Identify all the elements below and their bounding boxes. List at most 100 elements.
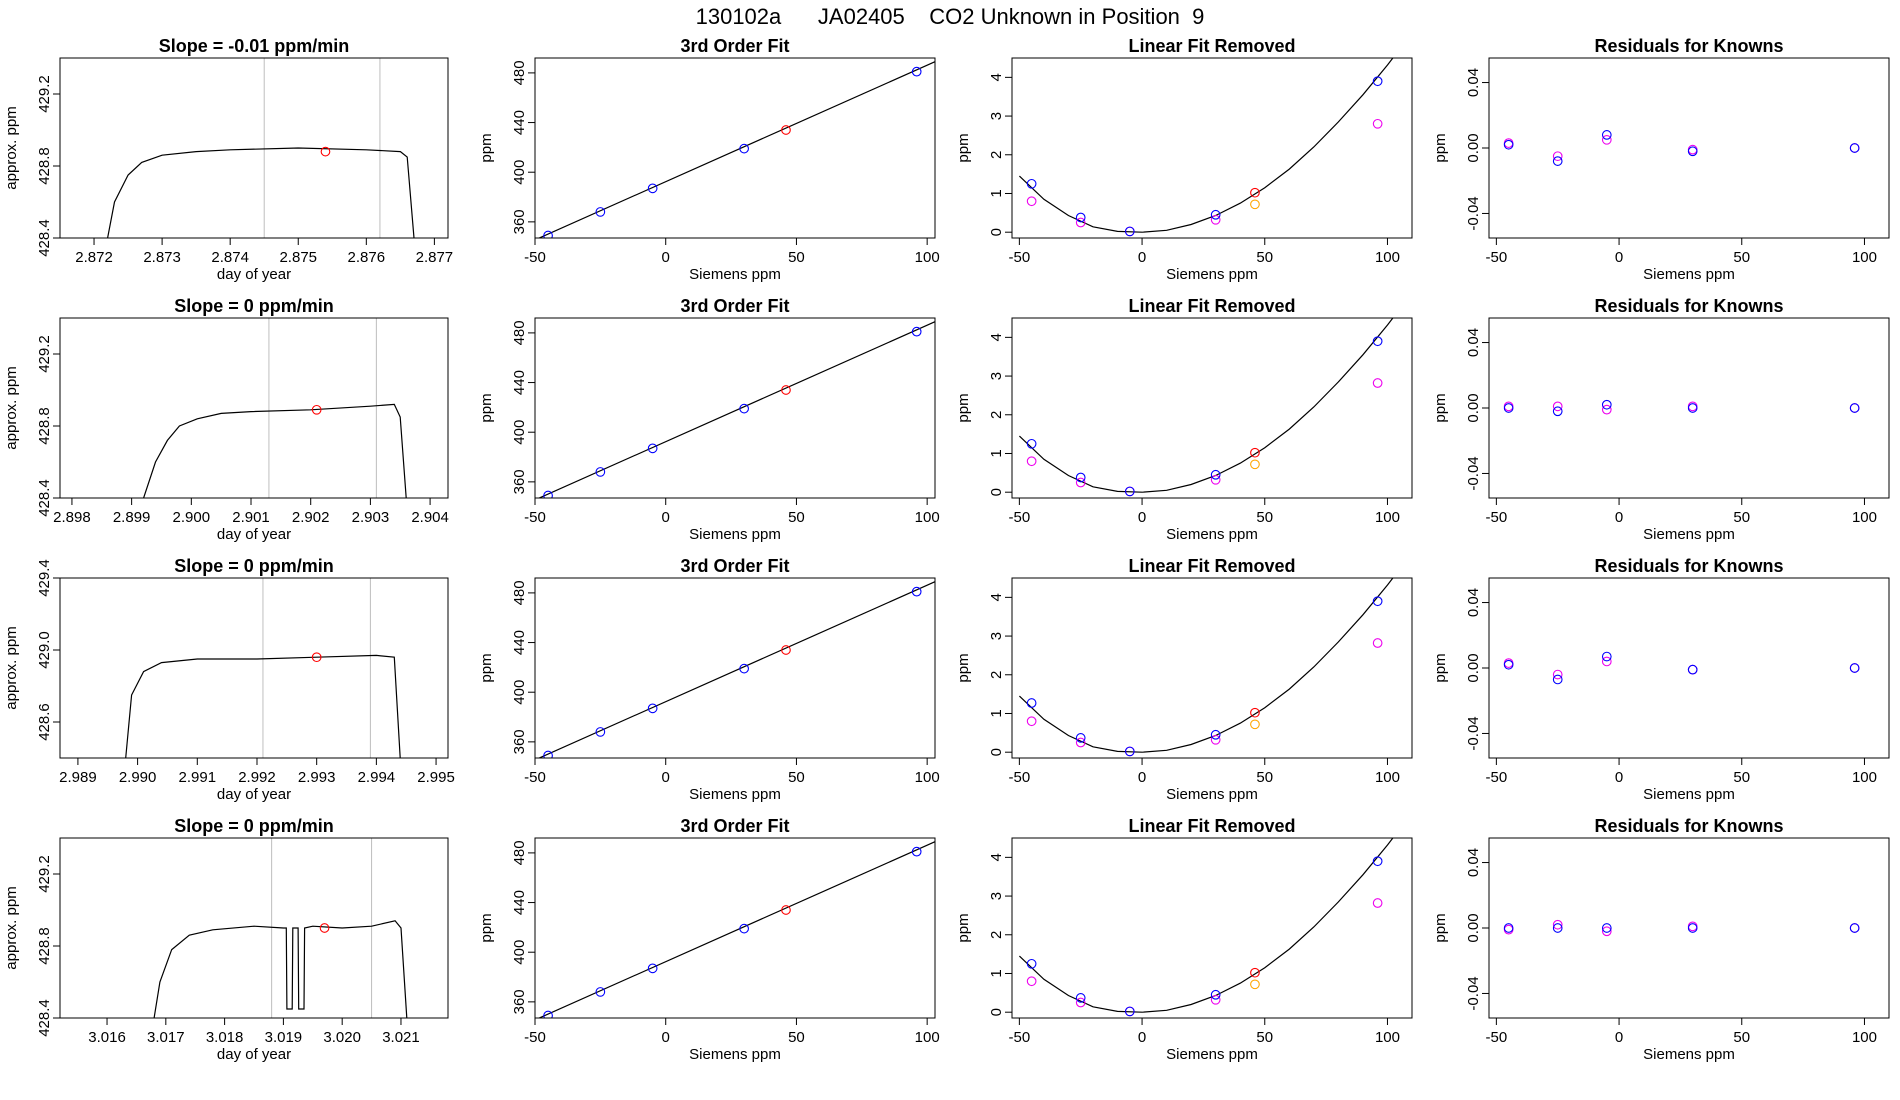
x-tick-label: 100 bbox=[1852, 509, 1877, 526]
x-axis-label: Siemens ppm bbox=[1643, 526, 1735, 543]
y-tick-label: -0.04 bbox=[1465, 976, 1482, 1010]
y-tick-label: 2 bbox=[988, 931, 1005, 939]
y-tick-label: 0.04 bbox=[1465, 68, 1482, 97]
plot-area bbox=[143, 403, 407, 498]
x-tick-label: 0 bbox=[1138, 249, 1146, 266]
x-tick-label: 2.876 bbox=[348, 249, 386, 266]
plot-frame bbox=[1011, 837, 1413, 1019]
point-blue bbox=[739, 403, 750, 414]
y-tick-label: 0.00 bbox=[1465, 913, 1482, 942]
plot-frame bbox=[59, 57, 449, 239]
fit-curve bbox=[1018, 318, 1394, 493]
point-blue bbox=[1372, 76, 1383, 87]
x-tick-label: 50 bbox=[1733, 249, 1750, 266]
y-tick-label: 0 bbox=[988, 748, 1005, 756]
y-tick-label: 360 bbox=[511, 209, 528, 234]
y-tick-label: 0.04 bbox=[1465, 328, 1482, 357]
point-magenta bbox=[1601, 656, 1612, 667]
x-tick-label: 0 bbox=[1615, 1029, 1623, 1046]
y-tick-label: 1 bbox=[988, 709, 1005, 717]
x-tick-label: 2.875 bbox=[279, 249, 317, 266]
x-tick-label: 0 bbox=[662, 509, 670, 526]
panel-title: 3rd Order Fit bbox=[680, 296, 789, 316]
x-axis-label: Siemens ppm bbox=[1643, 786, 1735, 803]
y-tick-label: -0.04 bbox=[1465, 716, 1482, 750]
x-tick-label: 2.877 bbox=[416, 249, 454, 266]
panel-r3c0: Slope = 0 ppm/min 3.016 3.017 3.018 3.019 3.0… bbox=[3, 816, 449, 1063]
y-tick-label: 4 bbox=[988, 593, 1005, 601]
point-blue bbox=[647, 183, 658, 194]
x-tick-label: 100 bbox=[1375, 249, 1400, 266]
x-tick-label: 3.018 bbox=[206, 1029, 244, 1046]
x-tick-label: 2.993 bbox=[298, 769, 336, 786]
y-axis-label: approx. ppm bbox=[3, 106, 20, 189]
point-magenta bbox=[1210, 474, 1221, 485]
x-tick-label: -50 bbox=[1009, 509, 1031, 526]
x-tick-label: 2.899 bbox=[113, 509, 151, 526]
point-magenta bbox=[1552, 401, 1563, 412]
point-magenta bbox=[1026, 976, 1037, 987]
plot-frame bbox=[59, 577, 449, 759]
y-tick-label: 4 bbox=[988, 853, 1005, 861]
panel-r1c2: Linear Fit Removed -50 0 50 100 0 1 2 3 4 Siemens … bbox=[955, 296, 1413, 543]
point-blue bbox=[911, 586, 922, 597]
plot-area bbox=[1018, 838, 1394, 1017]
plot-area bbox=[1018, 578, 1394, 757]
x-tick-label: 0 bbox=[1138, 769, 1146, 786]
point-blue bbox=[595, 727, 606, 737]
point-blue bbox=[1210, 729, 1221, 740]
x-tick-label: 3.020 bbox=[323, 1029, 361, 1046]
x-tick-label: 50 bbox=[1256, 769, 1273, 786]
y-tick-label: 429.0 bbox=[36, 631, 53, 669]
x-tick-label: 50 bbox=[1256, 249, 1273, 266]
panel-title: Residuals for Knowns bbox=[1594, 556, 1783, 576]
panel-r1c3: Residuals for Knowns -50 0 50 100 -0.04 0.00 0.… bbox=[1432, 296, 1890, 543]
y-axis-label: ppm bbox=[1432, 133, 1449, 162]
point-magenta bbox=[1210, 734, 1221, 745]
y-tick-label: 1 bbox=[988, 449, 1005, 457]
x-axis-label: Siemens ppm bbox=[689, 526, 781, 543]
y-axis-label: ppm bbox=[478, 913, 495, 942]
point-blue bbox=[911, 846, 922, 857]
y-tick-label: 0.04 bbox=[1465, 848, 1482, 877]
y-axis-label: approx. ppm bbox=[3, 886, 20, 969]
y-tick-label: 428.8 bbox=[36, 407, 53, 445]
point-red bbox=[781, 645, 791, 655]
fit-line bbox=[537, 321, 935, 498]
y-axis-label: ppm bbox=[478, 653, 495, 682]
x-axis-label: Siemens ppm bbox=[1643, 1046, 1735, 1063]
x-axis-label: Siemens ppm bbox=[689, 786, 781, 803]
panel-r1c0: Slope = 0 ppm/min 2.898 2.899 2.900 2.901 2.9… bbox=[3, 296, 449, 543]
point-blue bbox=[543, 230, 553, 238]
y-axis-label: approx. ppm bbox=[3, 366, 20, 449]
plot-frame bbox=[59, 837, 449, 1019]
panel-title: Slope = 0 ppm/min bbox=[174, 296, 334, 316]
x-tick-label: -50 bbox=[1486, 249, 1508, 266]
point-orange bbox=[1250, 719, 1260, 730]
x-tick-label: 3.021 bbox=[382, 1029, 420, 1046]
point-magenta bbox=[1372, 378, 1383, 388]
plot-area bbox=[537, 841, 935, 1018]
point-blue bbox=[1210, 989, 1221, 1000]
plot-area bbox=[153, 920, 408, 1018]
point-magenta bbox=[1552, 919, 1563, 930]
x-tick-label: 50 bbox=[1256, 509, 1273, 526]
y-axis-label: ppm bbox=[1432, 393, 1449, 422]
point-blue bbox=[595, 987, 606, 997]
panel-r2c3: Residuals for Knowns -50 0 50 100 -0.04 0.00 0.… bbox=[1432, 556, 1890, 803]
panel-r2c1: 3rd Order Fit -50 0 50 100 360 400 440 480 Siemen… bbox=[478, 556, 940, 803]
panel-title: Residuals for Knowns bbox=[1594, 36, 1783, 56]
x-axis-label: Siemens ppm bbox=[689, 1046, 781, 1063]
x-tick-label: -50 bbox=[1009, 769, 1031, 786]
y-tick-label: 428.4 bbox=[36, 999, 53, 1037]
point-blue bbox=[1075, 472, 1086, 483]
point-blue bbox=[1849, 663, 1860, 673]
plot-frame bbox=[1011, 317, 1413, 499]
fit-line bbox=[537, 841, 935, 1018]
y-tick-label: 0.00 bbox=[1465, 393, 1482, 422]
x-tick-label: 50 bbox=[788, 1029, 805, 1046]
point-blue bbox=[1552, 406, 1563, 417]
y-tick-label: 4 bbox=[988, 333, 1005, 341]
point-blue bbox=[1124, 226, 1135, 237]
